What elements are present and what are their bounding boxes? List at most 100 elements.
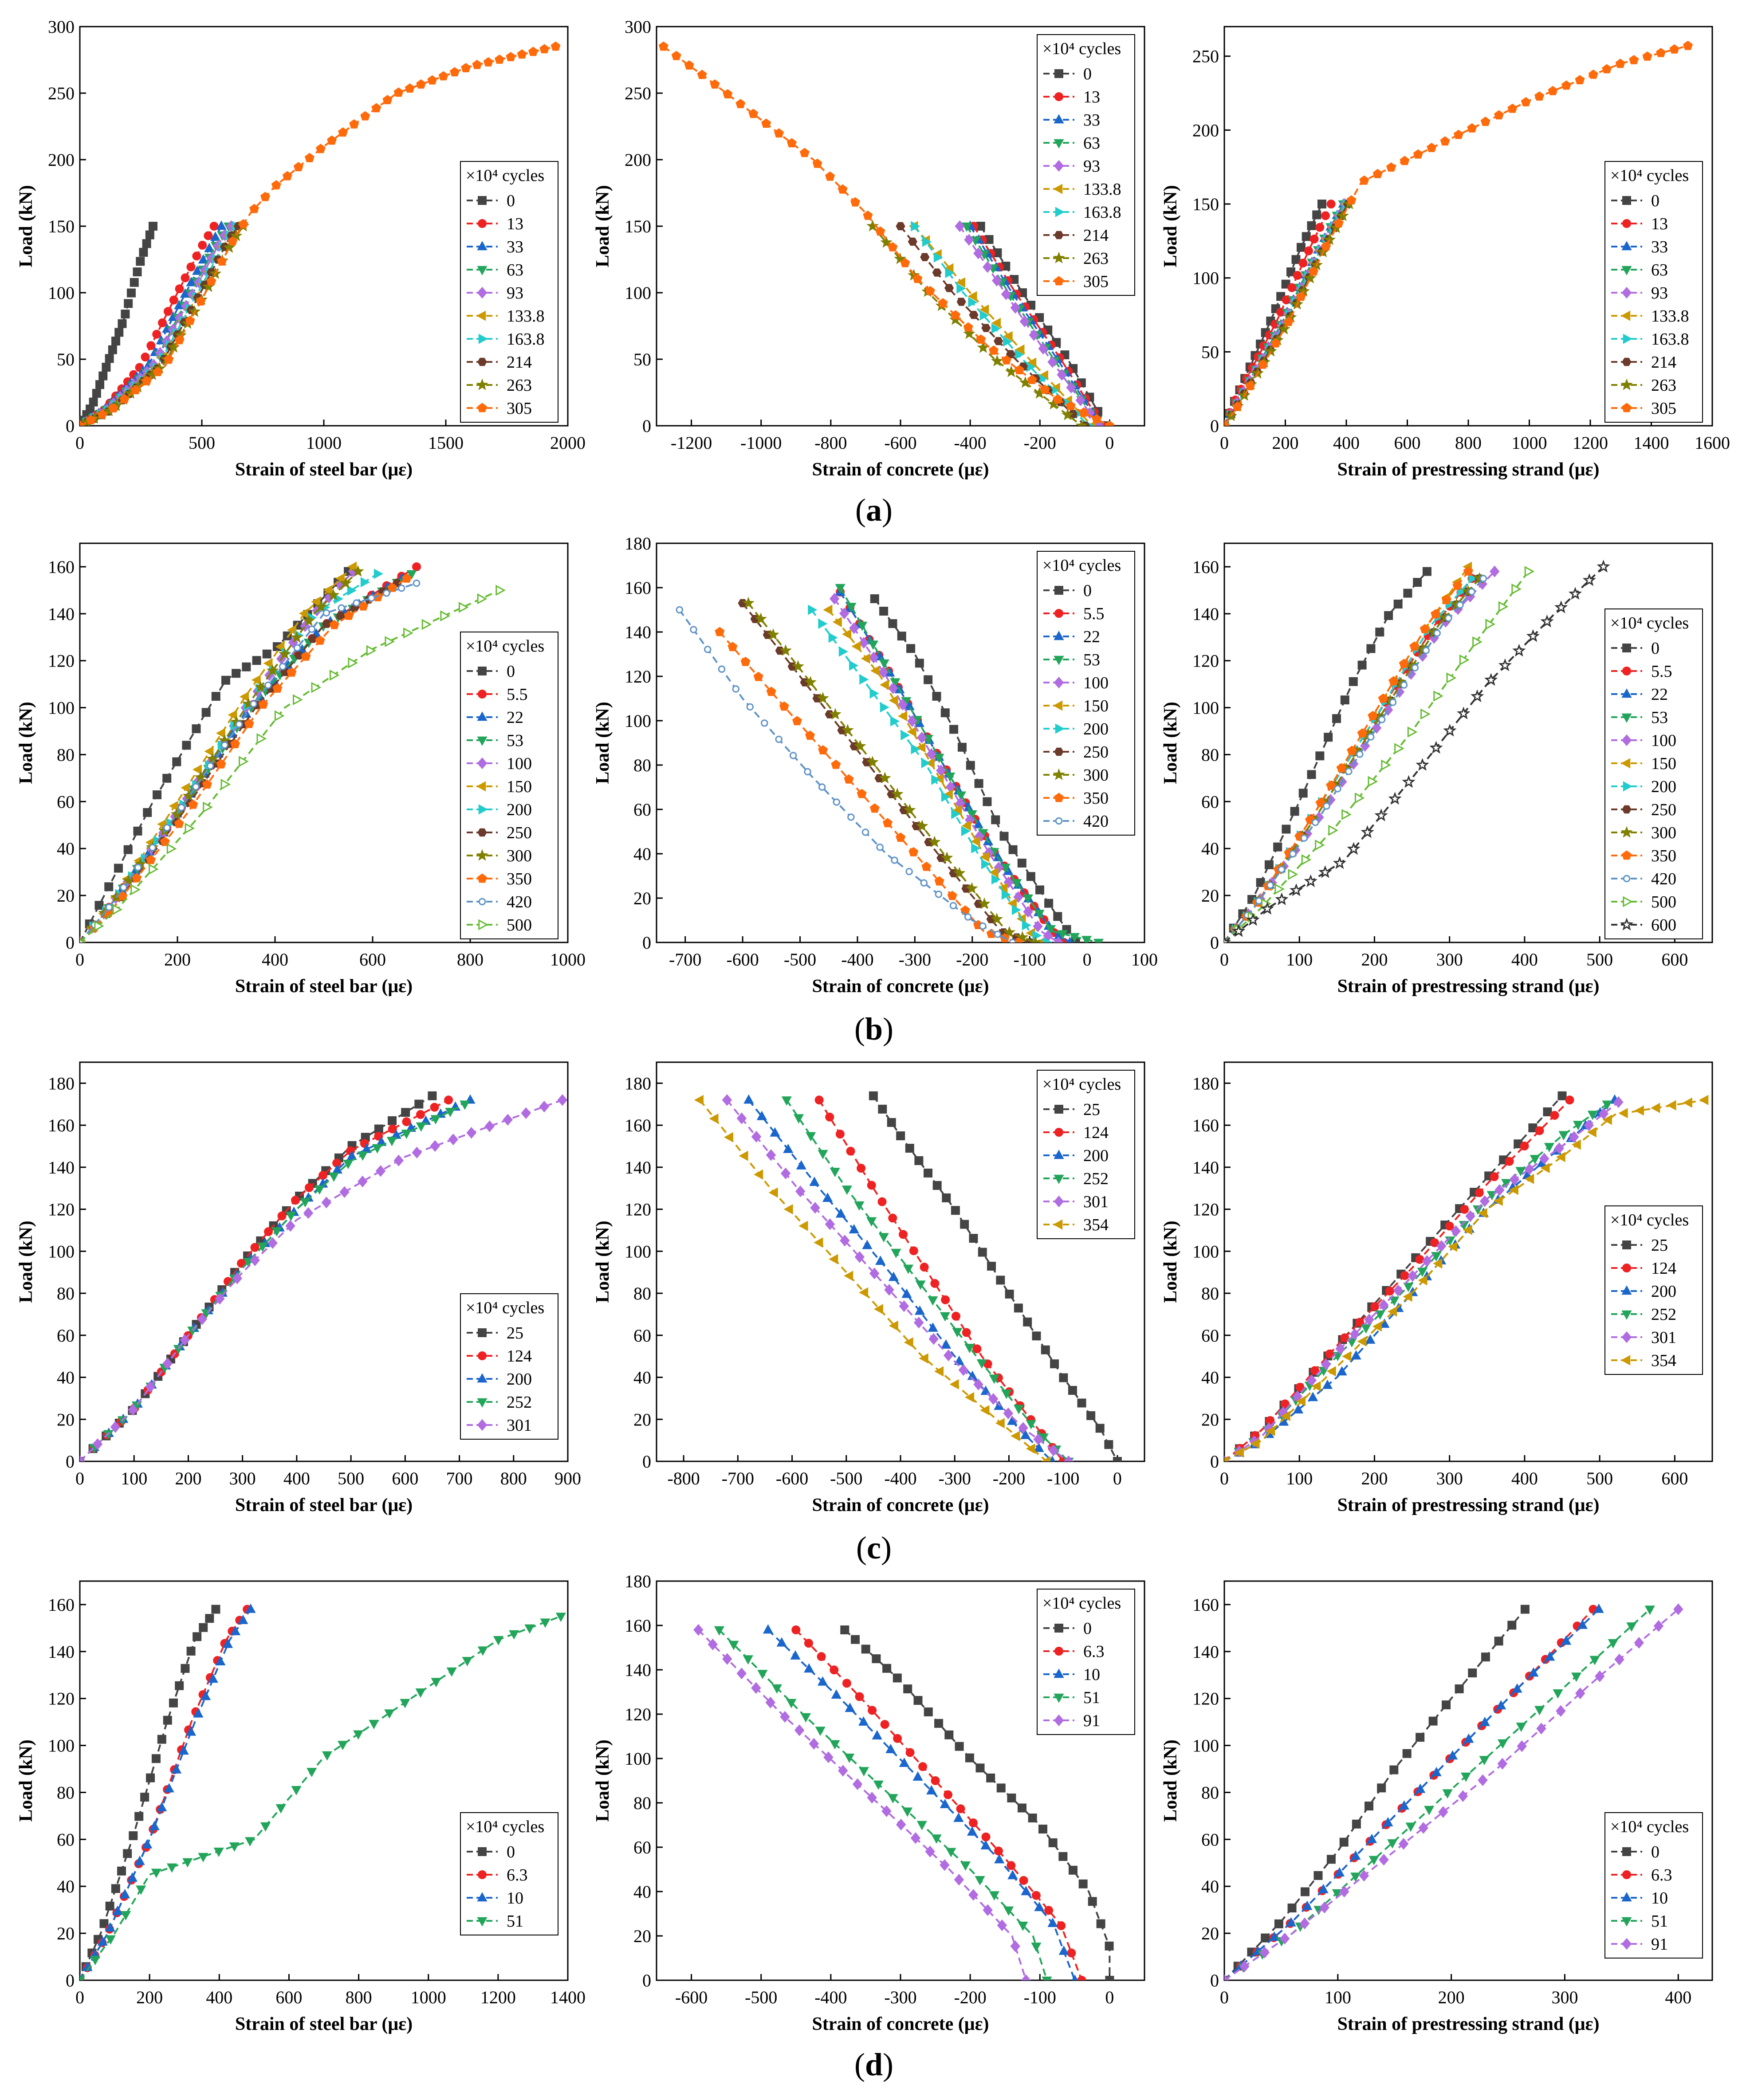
data-point [796, 1160, 806, 1170]
data-point [1302, 1900, 1313, 1910]
data-point [175, 1681, 184, 1690]
data-point [1282, 824, 1291, 834]
data-point [868, 640, 878, 650]
data-point [872, 1730, 882, 1739]
legend-marker [1054, 609, 1063, 618]
legend-entry: 33 [1651, 238, 1668, 256]
data-point [1351, 1350, 1361, 1360]
data-point [1357, 660, 1367, 670]
x-tick-label: 100 [1131, 950, 1158, 970]
data-point [1388, 676, 1399, 686]
x-tick-label: -1200 [671, 433, 712, 453]
y-tick-label: 80 [633, 755, 651, 775]
data-point [945, 773, 956, 782]
y-tick-label: 20 [57, 1409, 75, 1429]
y-tick-label: 140 [625, 1158, 651, 1178]
data-point [1259, 1947, 1270, 1959]
data-point [907, 715, 917, 727]
data-point [128, 1404, 138, 1416]
data-point [198, 254, 208, 264]
data-point [1367, 733, 1375, 741]
data-point [193, 1708, 204, 1718]
legend-marker [478, 196, 487, 205]
legend-marker [1054, 586, 1063, 595]
y-axis-label: Load (kN) [16, 1221, 36, 1303]
data-point [244, 718, 254, 728]
data-point [846, 1146, 855, 1156]
data-point [1034, 910, 1045, 919]
data-point [926, 1785, 937, 1794]
series-305 [658, 41, 1115, 426]
data-point [134, 1856, 145, 1865]
legend-entry: 51 [1651, 1912, 1668, 1931]
data-point [151, 1754, 161, 1763]
data-point [1602, 1115, 1612, 1125]
data-point [315, 635, 325, 645]
data-point [896, 832, 906, 842]
data-point [142, 376, 152, 385]
data-point [1301, 1887, 1310, 1896]
data-point [830, 1168, 840, 1178]
legend-marker [1053, 184, 1063, 194]
data-point [157, 1802, 167, 1811]
data-point [539, 44, 550, 54]
data-point [1618, 1108, 1628, 1119]
data-point [444, 1095, 453, 1105]
data-point [1044, 1906, 1054, 1915]
data-point [1045, 925, 1056, 934]
x-tick-label: 0 [75, 433, 84, 453]
data-point [1078, 407, 1089, 417]
data-point [823, 1751, 834, 1763]
y-tick-label: 100 [48, 698, 75, 718]
data-point [506, 52, 516, 61]
legend-entry: 6.3 [507, 1866, 528, 1884]
data-point [783, 1204, 793, 1215]
y-tick-label: 140 [625, 1660, 651, 1680]
data-point [1385, 1287, 1394, 1296]
data-point [1418, 1822, 1428, 1834]
data-point [1033, 920, 1043, 933]
data-point [1629, 55, 1639, 64]
legend-marker [1620, 918, 1634, 930]
legend-marker [1055, 817, 1063, 825]
y-tick-label: 60 [633, 1837, 651, 1857]
data-point [344, 610, 354, 620]
data-point [1667, 1100, 1676, 1111]
data-point [1296, 291, 1306, 301]
data-point [1023, 906, 1033, 918]
series-line [748, 1099, 1053, 1461]
data-point [924, 1707, 933, 1716]
data-point [779, 644, 792, 656]
series-63 [80, 222, 234, 426]
data-point [121, 310, 130, 319]
legend-marker [1623, 875, 1631, 883]
data-point [775, 735, 783, 743]
data-point [230, 739, 240, 749]
data-point [884, 1284, 894, 1296]
data-point [1402, 1749, 1412, 1758]
data-point [374, 569, 383, 579]
data-point [1027, 374, 1037, 384]
legend-title: ×10⁴ cycles [466, 1299, 544, 1317]
y-tick-label: 40 [57, 1368, 75, 1388]
data-point [388, 1124, 397, 1134]
data-point [301, 651, 311, 661]
data-point [1339, 1885, 1349, 1898]
data-point [949, 725, 959, 734]
data-point [942, 1193, 951, 1202]
data-point [908, 847, 919, 856]
data-point [1321, 211, 1330, 220]
data-point [97, 1936, 108, 1946]
y-tick-label: 60 [1201, 1829, 1219, 1849]
data-point [1289, 883, 1303, 896]
series-252 [781, 1096, 1074, 1461]
series-line [834, 598, 1059, 942]
y-tick-label: 180 [625, 1571, 651, 1591]
data-point [540, 1618, 551, 1628]
data-point [119, 394, 130, 404]
data-point [934, 773, 944, 784]
data-point [366, 645, 377, 656]
data-point [1265, 345, 1277, 357]
